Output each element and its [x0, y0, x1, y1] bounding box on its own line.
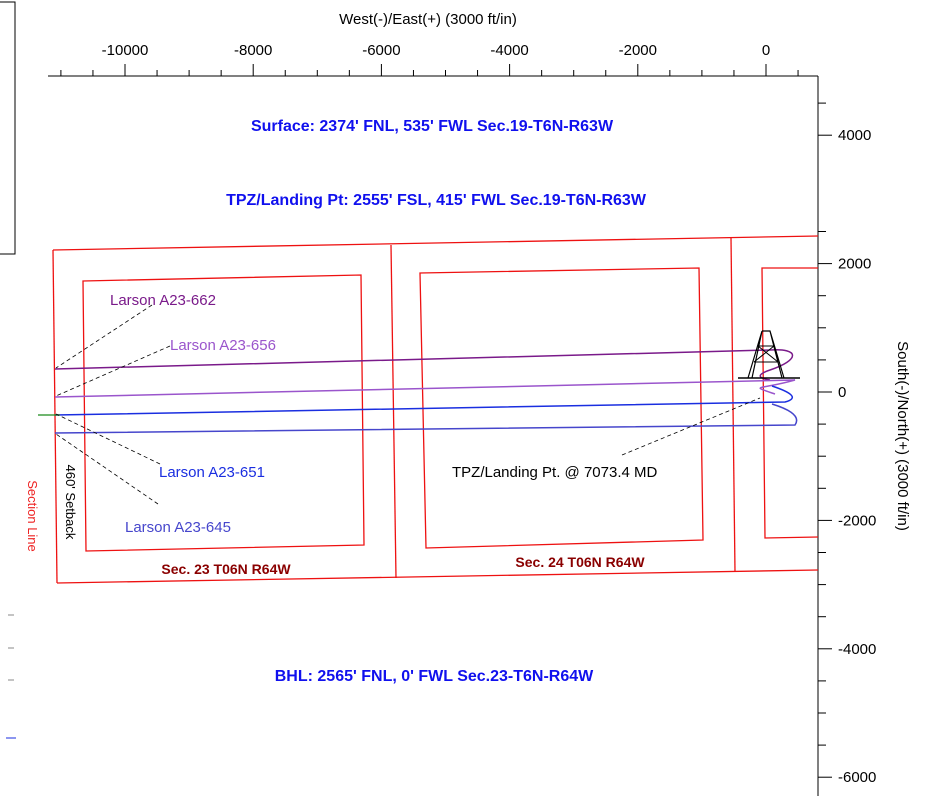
x-tick-label: -6000 [362, 42, 400, 59]
x-axis: West(-)/East(+) (3000 ft/in) -10000 -8000… [48, 11, 818, 77]
y-tick-label: -2000 [838, 512, 876, 529]
leader-a23-656 [55, 345, 171, 397]
rig-derrick-icon [738, 330, 800, 379]
section-divider-23-24 [390, 244, 397, 579]
label-leaders [55, 304, 761, 505]
well-label-a23-645: Larson A23-645 [125, 519, 231, 536]
y-axis: 4000 2000 0 -2000 -4000 -6000 South(-)/North(… [817, 76, 911, 796]
sec24-label: Sec. 24 T06N R64W [515, 554, 645, 570]
y-axis-title: South(-)/North(+) (3000 ft/in) [894, 341, 911, 531]
x-tick-label: 0 [762, 42, 770, 59]
x-tick-label: -8000 [234, 42, 272, 59]
section-line-label: Section Line [25, 480, 40, 552]
well-path-a23-662 [54, 349, 793, 381]
well-path-a23-645 [54, 403, 798, 434]
y-tick-label: -4000 [838, 641, 876, 658]
section-boundaries: Sec. 23 T06N R64W Sec. 24 T06N R64W Sect… [25, 235, 819, 584]
setback-sec23 [82, 274, 365, 552]
y-tick-label: 4000 [838, 127, 871, 144]
y-tick-label: 2000 [838, 256, 871, 273]
section-divider-24-19 [730, 237, 736, 573]
x-tick-label: -2000 [619, 42, 657, 59]
md-callout: TPZ/Landing Pt. @ 7073.4 MD [452, 464, 657, 481]
y-tick-label: -6000 [838, 769, 876, 786]
well-paths [38, 349, 798, 434]
well-label-a23-651: Larson A23-651 [159, 464, 265, 481]
surface-annotation: Surface: 2374' FNL, 535' FWL Sec.19-T6N-… [251, 118, 614, 135]
section-boundary-south [56, 569, 819, 584]
leader-a23-662 [55, 304, 153, 369]
legend-box-edge [0, 1, 16, 255]
sec23-label: Sec. 23 T06N R64W [161, 561, 291, 577]
bhl-annotation: BHL: 2565' FNL, 0' FWL Sec.23-T6N-R64W [275, 668, 594, 685]
leader-landing-point [621, 397, 761, 456]
setback-label: 460' Setback [63, 465, 78, 540]
section-boundary-north [52, 235, 819, 251]
well-path-a23-656 [54, 379, 796, 398]
landing-point-annotation: TPZ/Landing Pt: 2555' FSL, 415' FWL Sec.… [226, 192, 647, 209]
y-tick-label: 0 [838, 384, 846, 401]
x-axis-title: West(-)/East(+) (3000 ft/in) [339, 11, 517, 28]
well-path-a23-651 [54, 385, 793, 416]
section-line-west [52, 249, 58, 584]
setback-sec24 [419, 267, 704, 549]
x-tick-label: -10000 [102, 42, 149, 59]
x-tick-label: -4000 [490, 42, 528, 59]
well-label-a23-662: Larson A23-662 [110, 292, 216, 309]
leader-a23-651 [55, 413, 161, 465]
well-label-a23-656: Larson A23-656 [170, 337, 276, 354]
